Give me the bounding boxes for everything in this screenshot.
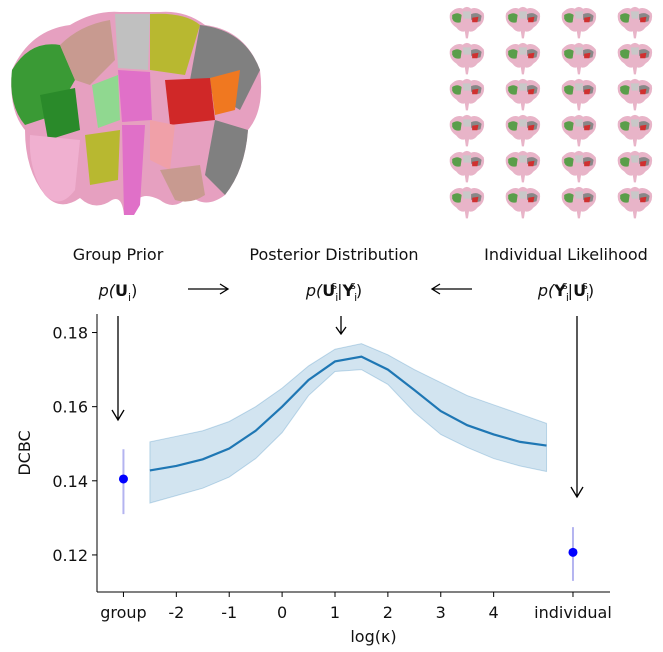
formula-part: i bbox=[354, 291, 357, 304]
x-tick-label: 3 bbox=[436, 603, 446, 622]
panel-title: Group Prior bbox=[73, 245, 164, 264]
formula-part: Y bbox=[341, 281, 354, 300]
mini-map bbox=[561, 114, 597, 147]
mini-map bbox=[505, 42, 541, 75]
confidence-band bbox=[149, 343, 548, 504]
formula-part: p( bbox=[98, 281, 116, 300]
mini-map bbox=[617, 114, 653, 147]
x-axis-label: log(κ) bbox=[350, 627, 396, 646]
mini-map bbox=[505, 78, 541, 111]
chart: 0.12 0.14 0.16 0.18 group -2 -1 0 1 2 3 4 individual… bbox=[15, 314, 612, 646]
formula-part: i bbox=[128, 291, 131, 304]
point bbox=[118, 474, 128, 484]
x-tick-label: 1 bbox=[330, 603, 340, 622]
y-tick-label: 0.18 bbox=[52, 324, 88, 343]
mini-map bbox=[449, 150, 485, 183]
mini-map bbox=[449, 114, 485, 147]
formula-part: p( bbox=[305, 281, 323, 300]
y-tick-label: 0.16 bbox=[52, 398, 88, 417]
formula-part: s bbox=[350, 279, 356, 292]
panel-title: Individual Likelihood bbox=[484, 245, 648, 264]
x-tick-label: individual bbox=[534, 603, 612, 622]
formula-part: s bbox=[331, 279, 337, 292]
formula-part: ) bbox=[356, 281, 362, 300]
formula-part: Y bbox=[553, 281, 566, 300]
panel-title: Posterior Distribution bbox=[249, 245, 418, 264]
group-flatmap bbox=[11, 11, 262, 215]
mini-map bbox=[617, 6, 653, 39]
point bbox=[568, 547, 578, 557]
mini-map bbox=[449, 186, 485, 219]
formula-part: p( bbox=[537, 281, 555, 300]
formula-part: s bbox=[562, 279, 568, 292]
mini-map bbox=[561, 186, 597, 219]
x-tick-label: 2 bbox=[383, 603, 393, 622]
mini-map bbox=[505, 6, 541, 39]
mini-map bbox=[449, 42, 485, 75]
panel-formula: p(Uis|Yis) bbox=[305, 279, 362, 304]
y-axis-label: DCBC bbox=[15, 430, 34, 475]
mini-map bbox=[505, 150, 541, 183]
y-tick-label: 0.14 bbox=[52, 472, 88, 491]
y-tick-label: 0.12 bbox=[52, 546, 88, 565]
line bbox=[149, 355, 547, 472]
mini-map bbox=[617, 150, 653, 183]
x-tick-label: 0 bbox=[277, 603, 287, 622]
formula-part: i bbox=[566, 291, 569, 304]
x-tick-label: -2 bbox=[168, 603, 184, 622]
x-tick-label: 4 bbox=[489, 603, 499, 622]
formula-part: U bbox=[322, 281, 335, 300]
formula-part: U bbox=[573, 281, 586, 300]
arrows bbox=[111, 283, 584, 499]
mini-map bbox=[505, 186, 541, 219]
mini-map bbox=[449, 78, 485, 111]
mini-map bbox=[449, 6, 485, 39]
mini-map bbox=[561, 150, 597, 183]
panel-formula: p(Yis|Uis) bbox=[537, 279, 594, 304]
mini-map bbox=[617, 78, 653, 111]
formula-part: i bbox=[586, 291, 589, 304]
formula-part: ) bbox=[131, 281, 137, 300]
mini-map bbox=[617, 186, 653, 219]
formula-part: ) bbox=[588, 281, 594, 300]
formula-part: | bbox=[337, 281, 342, 300]
mini-map bbox=[505, 114, 541, 147]
formula-part: U bbox=[115, 281, 128, 300]
individual-flatmaps bbox=[449, 6, 653, 219]
formula-part: i bbox=[335, 291, 338, 304]
mini-map bbox=[617, 42, 653, 75]
formula-part: | bbox=[568, 281, 573, 300]
x-tick-label: group bbox=[100, 603, 146, 622]
x-tick-label: -1 bbox=[221, 603, 237, 622]
mini-map bbox=[561, 42, 597, 75]
formula-part: s bbox=[582, 279, 588, 292]
mini-map bbox=[561, 78, 597, 111]
panel-formula: p(Ui) bbox=[98, 281, 138, 304]
mini-map bbox=[561, 6, 597, 39]
